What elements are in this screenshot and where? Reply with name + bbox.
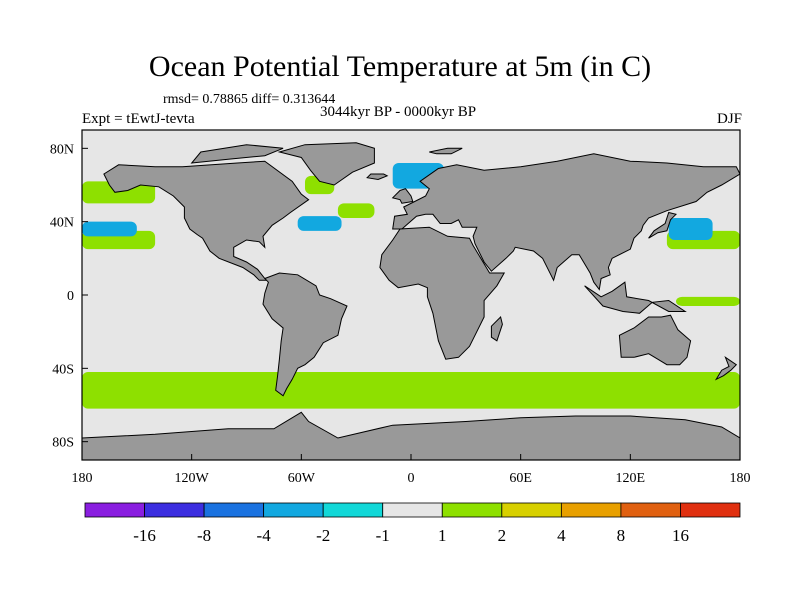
colorbar-swatch xyxy=(441,502,503,518)
land-uk-ireland xyxy=(391,188,414,204)
colorbar-swatch xyxy=(501,502,562,518)
colorbar-label: -2 xyxy=(316,526,330,545)
y-tick-label: 40N xyxy=(50,216,74,231)
stats-label: rmsd= 0.78865 diff= 0.313644 xyxy=(163,92,336,107)
land-madagascar xyxy=(490,316,503,342)
y-tick-label: 40S xyxy=(52,362,74,377)
period-label: 3044kyr BP - 0000kyr BP xyxy=(320,104,477,120)
experiment-label: Expt = tEwtJ-tevta xyxy=(82,111,195,127)
colorbar-swatch xyxy=(680,502,741,518)
region-kuroshio-region xyxy=(668,218,713,240)
colorbar-label: 8 xyxy=(617,526,626,545)
map-title: Ocean Potential Temperature at 5m (in C) xyxy=(148,50,652,83)
x-tick-label: 60W xyxy=(288,471,316,486)
y-tick-label: 0 xyxy=(67,289,74,304)
x-tick-label: 180 xyxy=(72,471,93,486)
region-gulf-stream-region xyxy=(297,216,342,231)
x-tick-label: 120W xyxy=(175,471,210,486)
y-tick-label: 80S xyxy=(52,436,74,451)
land-arctic-islands xyxy=(190,144,284,164)
colorbar-swatch xyxy=(620,502,681,518)
land-greenland xyxy=(277,142,375,186)
x-tick-label: 120E xyxy=(616,471,646,486)
land-south-america xyxy=(262,272,348,397)
colorbar-label: -1 xyxy=(376,526,390,545)
land-eurasia xyxy=(392,153,740,291)
x-tick-label: 0 xyxy=(408,471,415,486)
colorbar: -16 -8 -4 -2 -1 1 2 4 8 16 xyxy=(84,502,741,545)
region-tropical-west-pacific xyxy=(676,296,740,306)
land-japan xyxy=(648,211,677,239)
land-new-zealand xyxy=(714,355,738,381)
colorbar-label: 16 xyxy=(672,526,689,545)
x-tick-label: 60E xyxy=(509,471,532,486)
colorbar-label: -8 xyxy=(197,526,211,545)
x-tick-label: 180 xyxy=(730,471,751,486)
colorbar-swatch xyxy=(144,502,205,518)
colorbar-swatch xyxy=(560,502,622,518)
y-tick-label: 80N xyxy=(50,142,74,157)
season-label: DJF xyxy=(716,111,742,127)
land-north-america xyxy=(103,160,310,281)
land-layer xyxy=(82,142,740,460)
anomaly-regions xyxy=(82,163,740,409)
land-africa xyxy=(379,226,506,360)
colorbar-label: -4 xyxy=(257,526,272,545)
land-iceland xyxy=(366,173,389,181)
axis-ticks: 180 120W 60W 0 60E 120E 180 80N 40N 0 40S 80S xyxy=(50,142,751,486)
colorbar-label: -16 xyxy=(133,526,156,545)
colorbar-label: 1 xyxy=(438,526,447,545)
colorbar-swatch xyxy=(382,502,443,518)
colorbar-swatch xyxy=(84,502,145,518)
land-indonesia xyxy=(584,281,687,314)
colorbar-swatch xyxy=(263,502,324,518)
region-northeast-pacific-cool xyxy=(82,221,137,237)
land-australia xyxy=(618,314,692,366)
region-southern-ocean-belt xyxy=(82,372,740,409)
region-west-atlantic-shelf xyxy=(337,203,375,218)
colorbar-label: 2 xyxy=(498,526,507,545)
colorbar-swatch xyxy=(322,502,384,518)
land-antarctica xyxy=(82,411,740,460)
land-svalbard xyxy=(429,147,463,155)
colorbar-swatch xyxy=(203,502,265,518)
colorbar-label: 4 xyxy=(557,526,566,545)
